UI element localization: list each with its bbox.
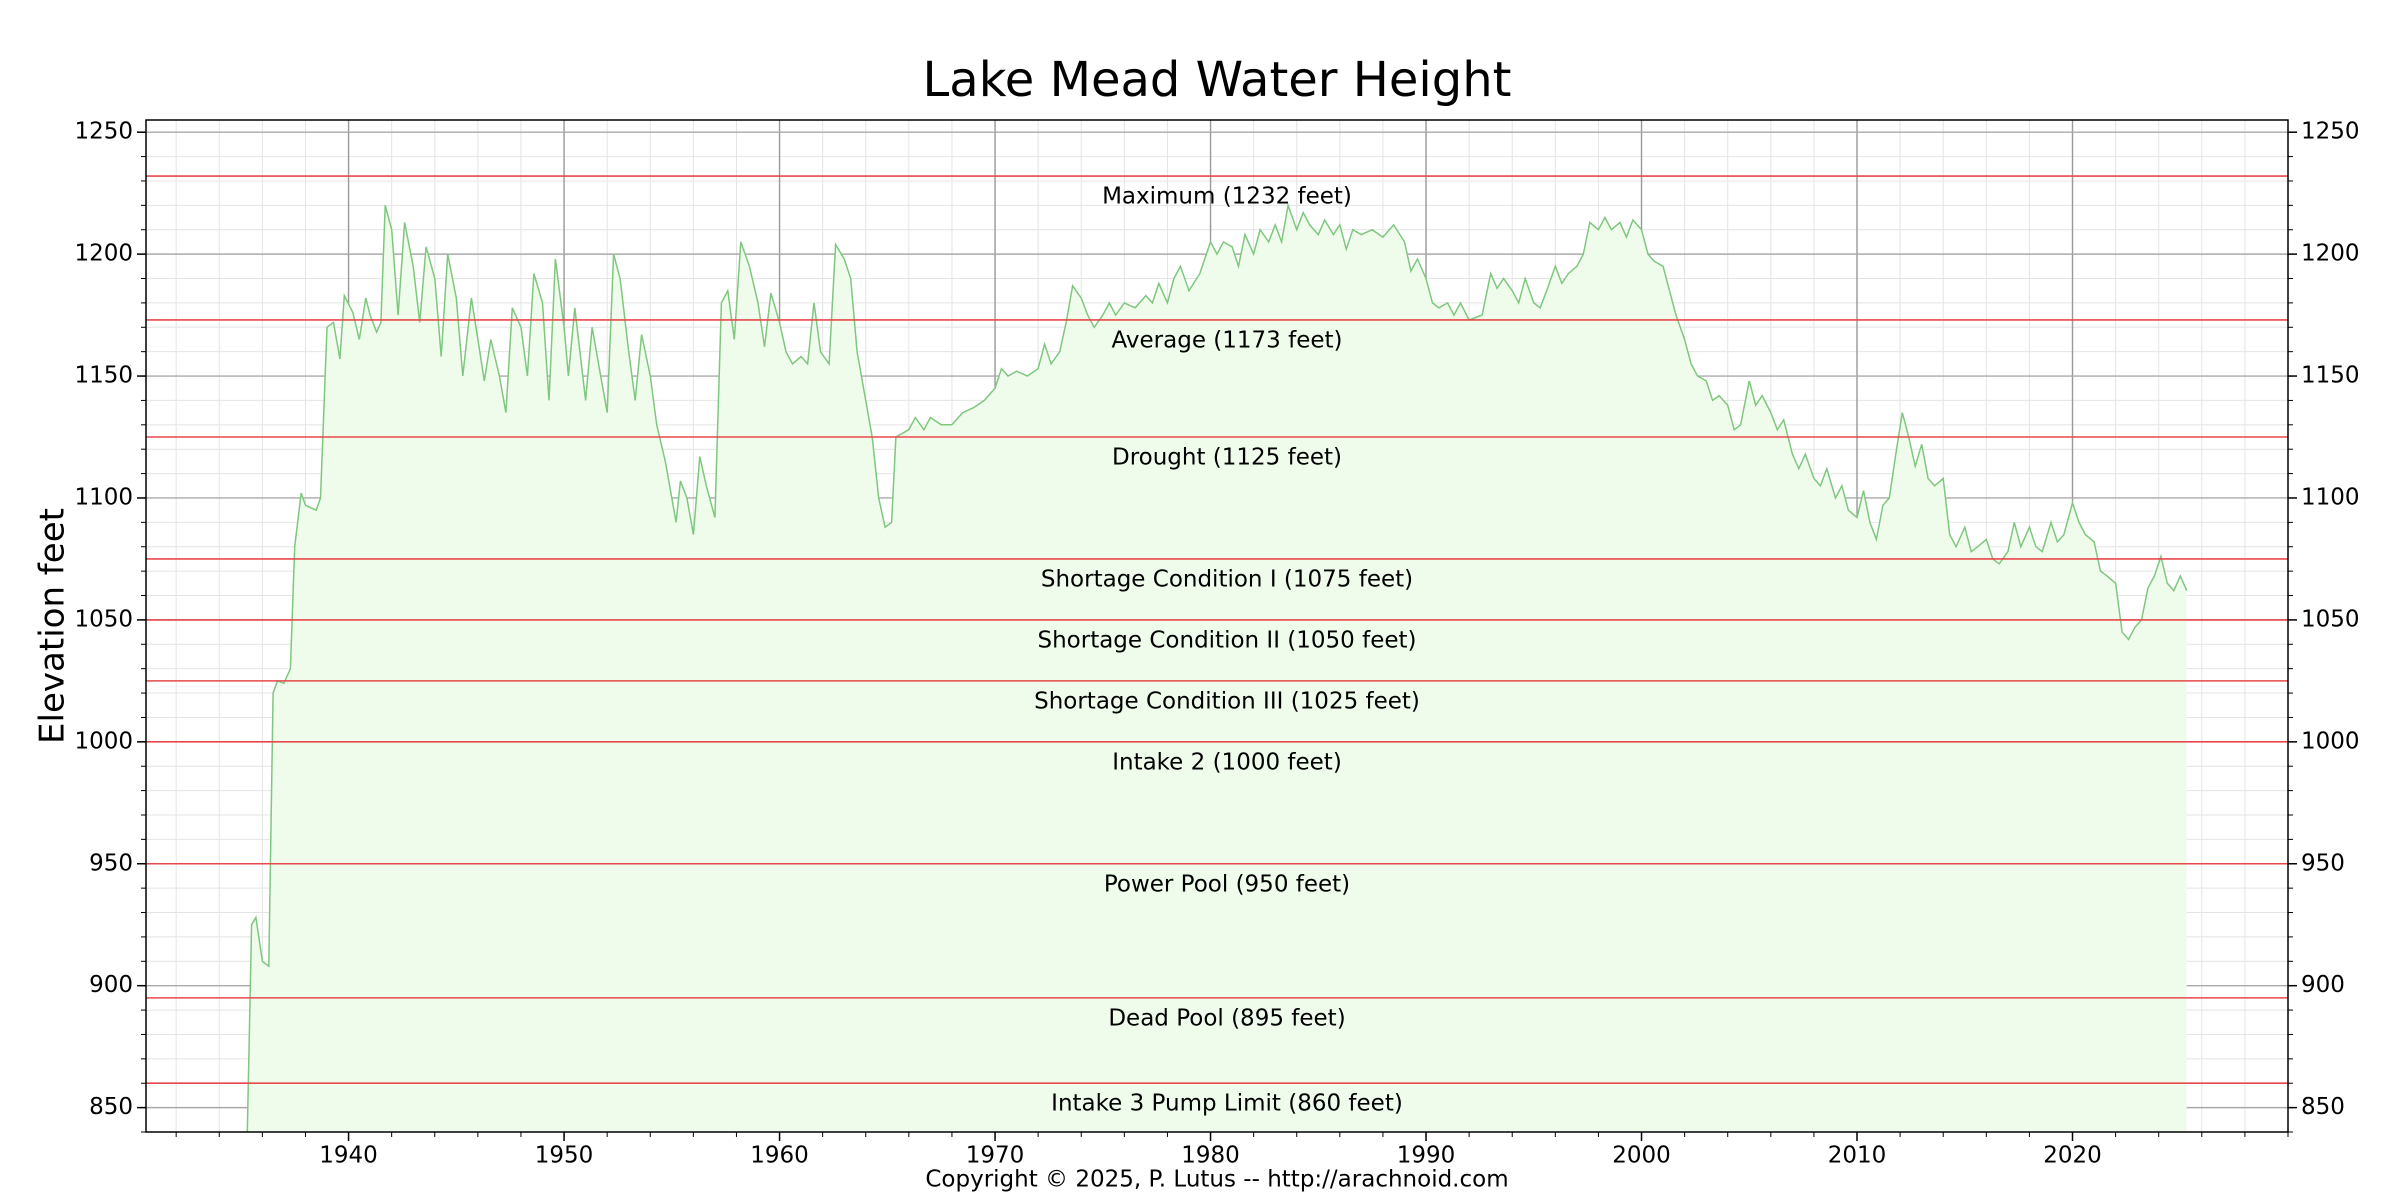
y-tick-label-right: 850 (2301, 1094, 2345, 1120)
x-tick-label: 2010 (1828, 1143, 1887, 1169)
x-tick-label: 1940 (319, 1143, 378, 1169)
reference-label: Maximum (1232 feet) (1102, 184, 1352, 210)
x-tick-label: 2020 (2043, 1143, 2102, 1169)
reference-label: Dead Pool (895 feet) (1108, 1005, 1345, 1031)
plot-frame (145, 119, 2289, 1133)
reference-label: Shortage Condition III (1025 feet) (1034, 688, 1420, 714)
reference-label: Power Pool (950 feet) (1104, 871, 1350, 897)
x-tick-label: 1960 (750, 1143, 809, 1169)
y-tick-label-right: 950 (2301, 850, 2345, 876)
x-tick-label: 1970 (966, 1143, 1025, 1169)
y-tick-label: 1050 (74, 606, 133, 632)
y-tick-label: 950 (89, 850, 133, 876)
x-tick-label: 1950 (535, 1143, 594, 1169)
area-line (246, 202, 2188, 1133)
y-tick-label-right: 1150 (2301, 363, 2360, 389)
y-tick-label: 900 (89, 972, 133, 998)
y-axis-label: Elevation feet (33, 508, 73, 744)
x-tick-label: 1980 (1181, 1143, 1240, 1169)
reference-label: Intake 3 Pump Limit (860 feet) (1051, 1091, 1403, 1117)
reference-label: Shortage Condition II (1050 feet) (1037, 627, 1416, 653)
y-tick-label-right: 1050 (2301, 606, 2360, 632)
y-tick-label: 1250 (74, 119, 133, 145)
x-tick-label: 2000 (1612, 1143, 1671, 1169)
reference-label: Average (1173 feet) (1112, 327, 1343, 353)
x-tick-label: 1990 (1397, 1143, 1456, 1169)
y-tick-label: 1150 (74, 363, 133, 389)
reference-label: Intake 2 (1000 feet) (1112, 749, 1342, 775)
reference-label: Drought (1125 feet) (1112, 445, 1342, 471)
footer: Copyright © 2025, P. Lutus -- http://ara… (925, 1167, 1508, 1193)
y-tick-label-right: 1200 (2301, 241, 2360, 267)
y-tick-label: 1000 (74, 728, 133, 754)
y-tick-label: 850 (89, 1094, 133, 1120)
chart-title: Lake Mead Water Height (923, 52, 1512, 108)
y-tick-label-right: 1250 (2301, 119, 2360, 145)
y-tick-label-right: 1000 (2301, 728, 2360, 754)
y-tick-label-right: 900 (2301, 972, 2345, 998)
reference-label: Shortage Condition I (1075 feet) (1041, 566, 1413, 592)
y-tick-label: 1200 (74, 241, 133, 267)
y-tick-label-right: 1100 (2301, 484, 2360, 510)
y-tick-label: 1100 (74, 484, 133, 510)
